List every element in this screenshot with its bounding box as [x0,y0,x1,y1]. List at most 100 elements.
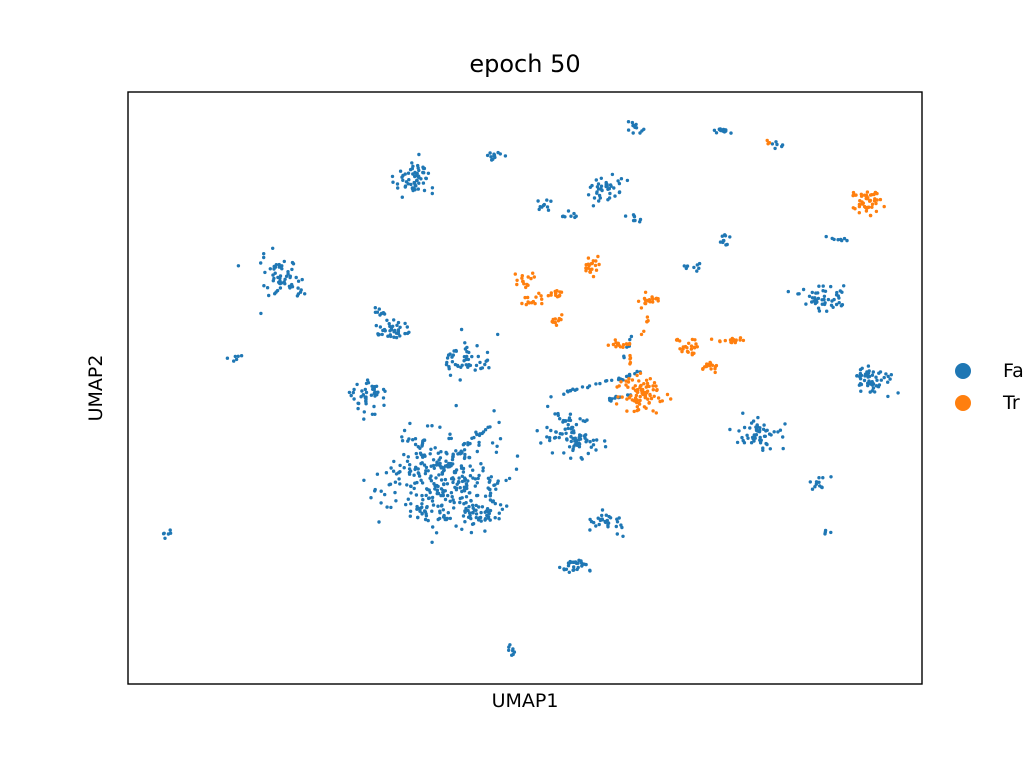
point-tr-cluster-0 [874,209,879,214]
point-fa-cluster-2 [626,120,631,124]
point-tr-cluster-6 [553,317,557,321]
point-tr-cluster-9 [636,408,641,412]
point-tr-cluster-5 [555,289,559,293]
point-fa-cluster-0 [416,187,420,191]
chart-title: epoch 50 [469,50,581,78]
point-fa-cluster-1 [485,153,490,158]
point-fa-cluster-21 [408,463,412,467]
point-tr-cluster-8 [621,343,626,347]
point-tr-cluster-6 [560,313,564,317]
point-tr-cluster-7 [651,297,655,301]
point-tr-cluster-0 [878,197,883,202]
point-tr-cluster-9 [642,382,646,386]
point-tr-cluster-6 [559,317,563,322]
point-fa-cluster-19 [855,374,859,378]
point-fa-cluster-28 [571,560,575,564]
point-fa-cluster-15 [485,358,490,362]
point-fa-cluster-5 [592,196,597,200]
point-fa-cluster-17 [232,359,236,363]
point-tr-cluster-10 [695,345,699,349]
point-tr-cluster-2 [591,274,596,279]
point-tr-cluster-4 [546,294,550,298]
point-tr-cluster-5 [555,295,560,299]
point-fa-cluster-27 [588,517,592,522]
point-fa-cluster-21 [377,520,381,524]
point-tr-cluster-0 [853,207,857,211]
point-fa-cluster-18 [364,390,369,395]
point-fa-cluster-21 [389,505,393,510]
point-tr-cluster-10 [694,342,698,346]
point-fa-cluster-21 [481,466,485,470]
point-fa-cluster-21 [422,438,427,442]
point-fa-cluster-20 [557,435,561,440]
point-fa-cluster-13 [837,301,841,305]
point-fa-cluster-14 [387,322,391,326]
point-fa-cluster-13 [804,302,808,306]
point-tr-cluster-9 [647,384,651,389]
point-fa-cluster-21 [384,471,389,475]
point-fa-cluster-15 [462,355,467,359]
point-fa-cluster-1 [491,157,495,161]
point-fa-cluster-20 [586,451,590,456]
point-fa-cluster-21 [479,462,483,466]
point-tr-cluster-7 [642,296,647,301]
point-fa-trail-1 [580,385,585,389]
point-tr-cluster-2 [594,268,599,272]
point-fa-cluster-21 [460,474,464,478]
point-tr-cluster-9 [665,392,670,397]
point-tr-cluster-9 [641,392,645,397]
point-fa-cluster-0 [409,182,413,187]
point-fa-cluster-3 [729,131,733,135]
point-fa-cluster-21 [409,502,413,506]
point-tr-cluster-8 [616,341,620,345]
point-fa-cluster-30 [168,528,172,532]
point-fa-cluster-27 [608,516,613,520]
point-tr-cluster-9 [626,380,631,384]
point-fa-cluster-18 [382,403,386,407]
point-fa-cluster-5 [597,199,601,203]
point-fa-cluster-6 [545,205,550,209]
point-fa-cluster-21 [406,497,410,501]
point-fa-cluster-21 [430,424,434,428]
point-fa-cluster-12 [279,281,284,285]
point-fa-cluster-19 [858,371,863,376]
point-tr-trail-2 [693,338,697,342]
point-tr-cluster-7 [643,301,647,306]
point-fa-cluster-12 [267,293,271,298]
point-fa-cluster-21 [424,493,428,498]
point-fa-cluster-13 [842,284,846,288]
point-fa-cluster-21 [425,487,429,491]
point-fa-cluster-21 [468,513,472,518]
point-fa-cluster-10 [832,237,836,242]
point-fa-cluster-14 [394,335,399,340]
point-fa-cluster-14 [388,324,392,329]
point-fa-cluster-21 [471,468,475,472]
point-fa-cluster-4 [780,144,784,149]
point-fa-trail-4 [563,419,568,423]
point-fa-cluster-21 [431,525,435,529]
point-tr-trail-2 [690,337,695,342]
point-fa-cluster-21 [408,421,412,426]
point-fa-cluster-15 [466,357,471,362]
point-fa-cluster-21 [389,466,393,470]
point-fa-trail-1 [610,378,614,382]
point-tr-cluster-4 [539,294,543,298]
point-fa-cluster-14 [405,325,409,329]
point-fa-cluster-21 [460,489,464,494]
point-tr-cluster-0 [868,213,873,218]
point-fa-cluster-21 [461,466,466,471]
point-fa-cluster-21 [409,484,413,488]
point-fa-cluster-28 [566,564,571,568]
point-fa-cluster-6 [541,203,546,208]
point-fa-cluster-0 [430,186,435,190]
point-fa-cluster-22 [496,479,500,483]
point-tr-cluster-9 [631,386,635,390]
point-fa-cluster-21 [379,489,383,493]
point-fa-cluster-20 [569,456,573,460]
point-fa-cluster-19 [889,373,893,377]
point-fa-cluster-19 [860,366,864,370]
point-fa-cluster-24 [448,516,452,521]
point-tr-cluster-4 [537,291,541,295]
point-tr-trail-2 [675,337,680,342]
point-fa-trail-4 [546,404,550,409]
